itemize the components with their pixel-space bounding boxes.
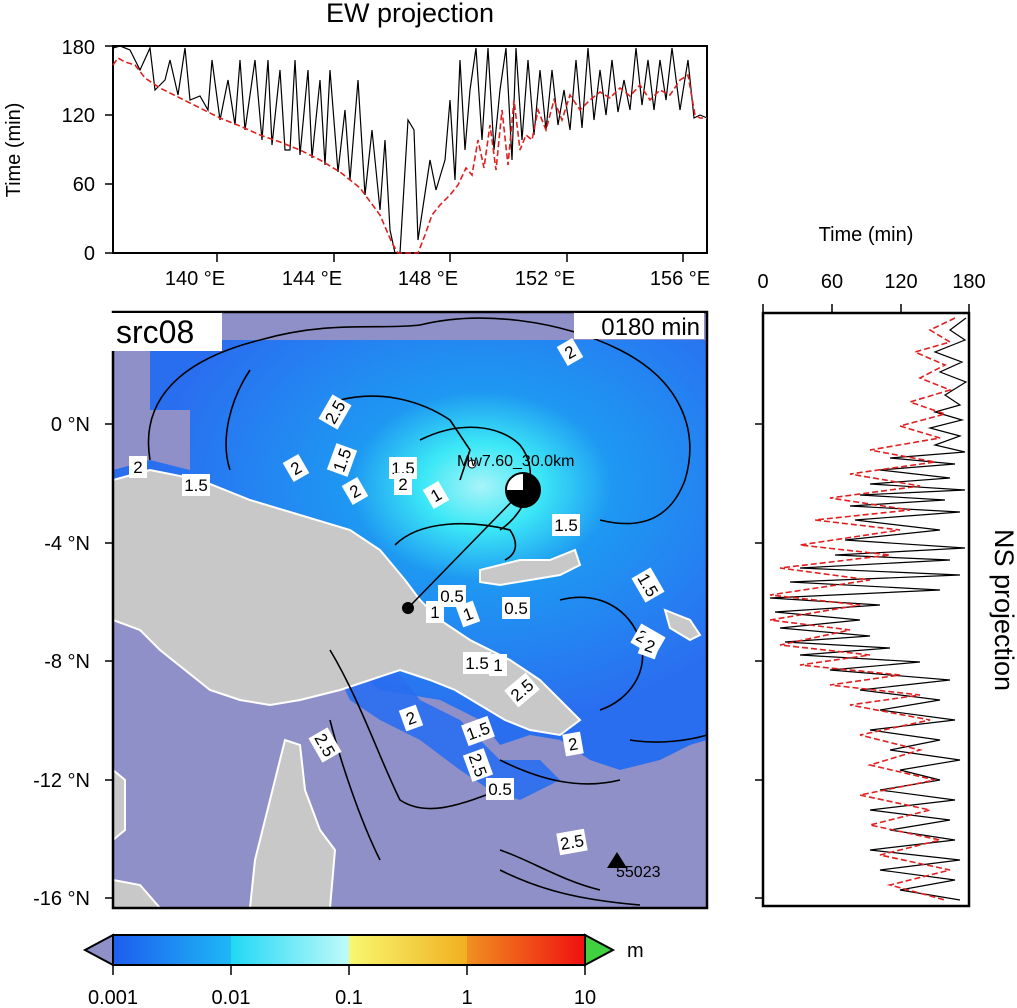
contour-label: 2.5 — [559, 831, 586, 854]
ns-title: NS projection — [989, 529, 1017, 691]
ew-xtick: 148 °E — [398, 268, 458, 290]
ns-xtick: 60 — [821, 271, 843, 293]
contour-label: 2 — [567, 734, 580, 754]
station-point — [402, 602, 414, 614]
ew-xtick: 144 °E — [282, 268, 342, 290]
event-label: Mw7.60_30.0km — [457, 453, 574, 470]
ew-ytick: 0 — [84, 243, 95, 265]
ns-frame — [761, 311, 971, 908]
lat-tick: -4 °N — [44, 533, 90, 555]
ew-ytick: 120 — [62, 105, 95, 127]
contour-label: 0.5 — [488, 780, 512, 799]
contour-label: 1.5 — [465, 654, 489, 673]
land-australia-west — [113, 768, 126, 842]
contour-label: 1 — [430, 603, 439, 622]
contour-label: 1.5 — [554, 516, 578, 535]
land-solomon — [663, 608, 702, 642]
source-box — [110, 313, 222, 351]
map-frame — [111, 310, 709, 910]
colorbar: m 0.001 0.01 0.1 1 10 — [82, 933, 644, 1008]
contour-label: 2 — [133, 458, 142, 477]
station-triangle-icon — [607, 852, 627, 868]
ew-series-model — [112, 56, 707, 254]
contour-label: 1.5 — [184, 476, 208, 495]
colorbar-tick: 0.001 — [88, 987, 138, 1008]
colorbar-tick: 10 — [574, 987, 596, 1008]
arrival-contours — [147, 317, 707, 906]
contour-label: 1 — [493, 656, 502, 675]
ew-frame — [112, 45, 708, 254]
colorbar-tick: 0.1 — [335, 987, 363, 1008]
land-new-britain — [479, 548, 582, 587]
beachball-icon — [505, 472, 541, 508]
ns-xtick: 0 — [757, 271, 768, 293]
land-cape-york — [248, 738, 337, 908]
colorbar-tick: 0.01 — [212, 987, 251, 1008]
time-label: 0180 min — [601, 314, 700, 341]
colorbar-tick: 1 — [461, 987, 472, 1008]
lat-tick: -16 °N — [33, 888, 90, 910]
contour-label: 0.5 — [440, 587, 464, 606]
ns-series-model — [769, 317, 956, 901]
ns-xlabel: Time (min) — [819, 224, 914, 246]
ew-title: EW projection — [326, 0, 494, 28]
ew-projection-panel: EW projection Time (min) 180 120 60 0 14… — [3, 0, 710, 290]
ns-xtick: 120 — [884, 271, 917, 293]
colorbar-unit: m — [627, 940, 644, 962]
source-label: src08 — [116, 314, 194, 350]
station-label: 55023 — [616, 864, 661, 881]
time-box — [574, 313, 704, 339]
ew-ytick: 180 — [62, 37, 95, 59]
source-line — [407, 489, 524, 609]
contour-label: 0.5 — [504, 599, 528, 618]
wave-field-south — [330, 650, 560, 800]
ns-projection-panel: Time (min) 0 60 120 180 NS projection — [755, 224, 1017, 908]
contour-label: 2 — [398, 475, 407, 494]
ns-xtick: 180 — [952, 271, 985, 293]
event-marker — [467, 459, 477, 469]
lat-tick: -12 °N — [33, 770, 90, 792]
ew-ylabel: Time (min) — [3, 103, 25, 198]
lat-tick: -8 °N — [44, 651, 90, 673]
map-lat-ticks: 0 °N -4 °N -8 °N -12 °N -16 °N — [33, 414, 113, 910]
land-west-corner — [113, 878, 162, 908]
ew-xtick: 140 °E — [165, 268, 225, 290]
ew-xtick: 156 °E — [650, 268, 710, 290]
ew-xtick: 152 °E — [515, 268, 575, 290]
wave-field — [113, 340, 707, 770]
ew-ytick: 60 — [73, 174, 95, 196]
lat-tick: 0 °N — [51, 414, 90, 436]
